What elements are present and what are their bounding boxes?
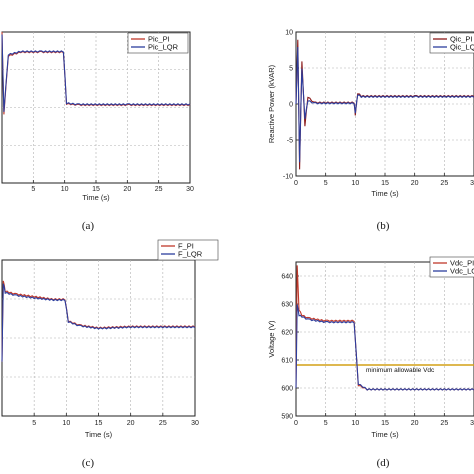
series-line-qic-lqr bbox=[295, 46, 474, 163]
y-tick-label: -5 bbox=[287, 138, 293, 145]
x-tick-label: 25 bbox=[440, 420, 448, 427]
y-tick-label: 600 bbox=[281, 386, 293, 393]
y-axis-label: Reactive Power (kVAR) bbox=[267, 64, 276, 143]
x-axis-label: Time (s) bbox=[371, 430, 399, 439]
y-tick-label: 0 bbox=[289, 102, 293, 109]
x-tick-label: 20 bbox=[123, 186, 131, 193]
y-tick-label: 620 bbox=[281, 330, 293, 337]
x-tick-label: 5 bbox=[324, 180, 328, 187]
x-tick-label: 15 bbox=[381, 420, 389, 427]
series-line-vdc-lqr bbox=[295, 304, 474, 391]
x-tick-label: 5 bbox=[32, 420, 36, 427]
y-tick-label: 10 bbox=[285, 30, 293, 37]
x-tick-label: 10 bbox=[351, 420, 359, 427]
legend-box bbox=[127, 32, 189, 54]
legend-label: Vdc_LQR bbox=[450, 267, 474, 276]
legend-label: Qic_PI bbox=[450, 35, 473, 44]
x-tick-label: 30 bbox=[470, 180, 474, 187]
legend-box bbox=[429, 256, 474, 278]
x-tick-label: 10 bbox=[62, 420, 70, 427]
x-tick-label: 0 bbox=[294, 420, 298, 427]
series-line-qic-pi bbox=[295, 39, 474, 170]
x-tick-label: 20 bbox=[127, 420, 135, 427]
panel-caption: (b) bbox=[377, 220, 390, 232]
legend-label: F_LQR bbox=[178, 250, 203, 259]
x-axis-label: Time (s) bbox=[82, 193, 110, 202]
x-tick-label: 25 bbox=[440, 180, 448, 187]
legend-label: Pic_LQR bbox=[148, 43, 179, 52]
panel-caption: (c) bbox=[82, 457, 95, 469]
legend-label: F_PI bbox=[178, 242, 194, 251]
x-tick-label: 5 bbox=[31, 186, 35, 193]
x-tick-label: 30 bbox=[191, 420, 199, 427]
y-tick-label: 640 bbox=[281, 274, 293, 281]
x-tick-label: 5 bbox=[324, 420, 328, 427]
x-axis-label: Time (s) bbox=[85, 430, 113, 439]
x-tick-label: 25 bbox=[159, 420, 167, 427]
panel-caption: (a) bbox=[82, 220, 95, 232]
y-axis-label: Voltage (V) bbox=[267, 320, 276, 358]
panel-caption: (d) bbox=[377, 457, 390, 469]
series-line-f-lqr bbox=[1, 283, 196, 362]
x-tick-label: 15 bbox=[381, 180, 389, 187]
x-axis-label: Time (s) bbox=[371, 189, 399, 198]
x-tick-label: 30 bbox=[186, 186, 194, 193]
x-tick-label: 20 bbox=[411, 420, 419, 427]
x-tick-label: 20 bbox=[411, 180, 419, 187]
x-tick-label: 10 bbox=[61, 186, 69, 193]
series-line-pic-lqr bbox=[1, 34, 191, 112]
legend-box bbox=[429, 32, 474, 54]
x-tick-label: 25 bbox=[155, 186, 163, 193]
y-tick-label: 610 bbox=[281, 358, 293, 365]
x-tick-label: 15 bbox=[92, 186, 100, 193]
y-tick-label: 630 bbox=[281, 302, 293, 309]
legend-label: Pic_PI bbox=[148, 35, 170, 44]
x-tick-label: 0 bbox=[294, 180, 298, 187]
y-tick-label: -10 bbox=[283, 174, 293, 181]
threshold-annotation: minimum allowable Vdc bbox=[366, 367, 435, 374]
y-tick-label: 590 bbox=[281, 414, 293, 421]
legend-label: Qic_LQR bbox=[450, 43, 474, 52]
x-tick-label: 10 bbox=[351, 180, 359, 187]
x-tick-label: 30 bbox=[470, 420, 474, 427]
y-tick-label: 5 bbox=[289, 66, 293, 73]
legend-label: Vdc_PI bbox=[450, 259, 474, 268]
x-tick-label: 15 bbox=[95, 420, 103, 427]
legend-box bbox=[157, 239, 219, 261]
